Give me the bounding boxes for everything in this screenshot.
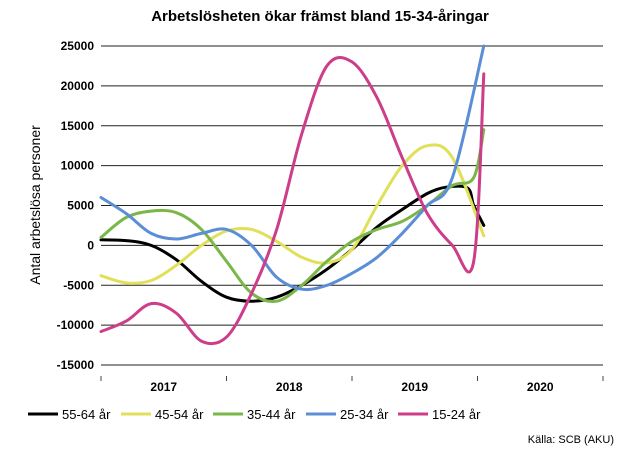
legend-label: 45-54 år	[155, 407, 204, 422]
x-tick-label: 2020	[527, 380, 554, 394]
x-tick-label: 2018	[276, 380, 303, 394]
y-tick-label: 20000	[61, 79, 95, 93]
y-tick-label: 15000	[61, 119, 95, 133]
source-note: Källa: SCB (AKU)	[528, 434, 614, 446]
y-axis-label: Antal arbetslösa personer	[27, 125, 43, 285]
y-tick-label: 5000	[67, 199, 94, 213]
gridlines	[101, 45, 603, 366]
y-tick-label: 25000	[61, 39, 95, 53]
series-line-45-54-r	[99, 143, 486, 285]
y-tick-label: 10000	[61, 159, 95, 173]
y-tick-label: -10000	[57, 318, 95, 332]
x-tick-label: 2019	[401, 380, 428, 394]
series-lines	[99, 44, 486, 346]
legend-label: 15-24 år	[432, 407, 481, 422]
y-tick-labels: 25000 20000 15000 10000 5000 0 -5000 -10000 -150…	[57, 39, 95, 372]
legend: 55-64 år 45-54 år 35-44 år 25-34 år 15-24 år	[28, 407, 481, 422]
legend-label: 25-34 år	[340, 407, 389, 422]
y-tick-label: -5000	[63, 278, 94, 292]
y-tick-label: 0	[87, 238, 94, 252]
series-line-55-64-r	[99, 184, 486, 303]
x-tick-label: 2017	[150, 380, 177, 394]
legend-label: 35-44 år	[247, 407, 296, 422]
series-line-15-24-r	[99, 55, 486, 346]
y-tick-label: -15000	[57, 358, 95, 372]
legend-label: 55-64 år	[62, 407, 111, 422]
chart-title: Arbetslösheten ökar främst bland 15-34-å…	[151, 8, 489, 25]
x-axis: 2017 2018 2019 2020	[100, 376, 604, 394]
